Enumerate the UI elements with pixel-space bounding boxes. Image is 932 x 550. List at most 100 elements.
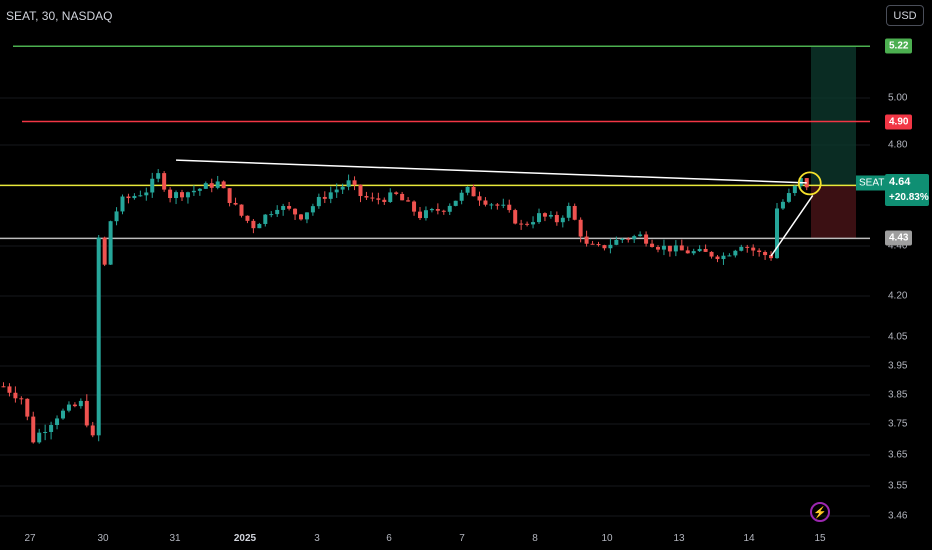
candle-body — [370, 197, 375, 199]
candle-body — [507, 204, 512, 211]
candle-body — [37, 432, 42, 443]
lightning-icon[interactable]: ⚡ — [810, 502, 830, 522]
candle-body — [132, 195, 137, 199]
candle-body — [72, 404, 77, 407]
candle-body — [263, 214, 268, 224]
time-tick-label: 13 — [673, 533, 685, 544]
candle-body — [156, 173, 161, 179]
candle-body — [632, 236, 637, 240]
candle-body — [55, 418, 60, 426]
candle-body — [251, 220, 256, 229]
candle-body — [7, 386, 12, 393]
candle-body — [358, 184, 363, 197]
candle-body — [215, 181, 220, 188]
price-tick-label: 3.55 — [888, 480, 908, 492]
price-level-tag: 4.43 — [885, 230, 913, 246]
candle-body — [197, 188, 202, 191]
candle-body — [209, 183, 214, 188]
time-tick-label: 27 — [24, 533, 36, 544]
candle-body — [459, 192, 464, 201]
time-tick-label: 2025 — [233, 533, 257, 544]
candle-body — [310, 206, 315, 213]
candle-body — [691, 251, 696, 254]
time-tick-label: 15 — [814, 533, 826, 544]
candle-body — [483, 200, 488, 205]
candle-body — [245, 215, 250, 221]
candle-body — [364, 196, 369, 198]
last-price-badge: 4.64 +20.83% — [885, 174, 929, 206]
candle-body — [471, 186, 476, 197]
candle-body — [453, 200, 458, 206]
candle-body — [656, 247, 660, 250]
candle-body — [769, 255, 774, 259]
candle-body — [221, 181, 226, 189]
price-tick-label: 3.95 — [888, 360, 908, 372]
price-tick-label: 5.00 — [888, 92, 908, 104]
price-chart[interactable] — [0, 0, 880, 525]
candle-body — [346, 180, 351, 187]
candle-body — [513, 210, 518, 224]
candle-body — [257, 223, 262, 229]
price-tick-label: 4.20 — [888, 290, 908, 302]
candle-body — [447, 205, 452, 212]
candle-body — [596, 244, 601, 246]
candle-body — [275, 209, 280, 215]
candle-body — [352, 180, 357, 185]
candle-body — [174, 192, 179, 199]
time-tick-label: 14 — [743, 533, 755, 544]
time-tick-label: 3 — [314, 533, 320, 544]
candle-body — [715, 256, 720, 260]
candle-body — [733, 250, 738, 256]
candle-body — [626, 238, 631, 240]
candle-body — [465, 186, 470, 193]
candle-body — [423, 210, 428, 219]
candle-body — [13, 392, 18, 399]
symbol-title: SEAT, 30, NASDAQ — [6, 9, 113, 23]
candle-body — [519, 223, 524, 225]
chart-area[interactable]: SEAT, 30, NASDAQ SEAT — [0, 0, 888, 525]
candle-body — [721, 255, 726, 260]
candle-body — [590, 243, 595, 245]
candle-body — [685, 250, 690, 254]
price-scale[interactable]: 5.00 4.80 4.40 4.20 4.05 3.95 3.85 3.75 3.65 3.55… — [870, 0, 932, 525]
candle-body — [43, 431, 48, 433]
candle-body — [120, 196, 125, 212]
candle-body — [495, 204, 500, 206]
candle-body — [90, 425, 95, 436]
price-tick-label: 4.80 — [888, 139, 908, 151]
price-tick-label: 4.40 — [888, 240, 908, 252]
time-axis[interactable]: 27 30 31 2025 3 6 7 8 10 13 14 15 — [0, 525, 870, 550]
candle-body — [441, 210, 446, 212]
candle-body — [525, 223, 530, 225]
candle-body — [108, 221, 113, 265]
candle-body — [661, 245, 666, 250]
candle-body — [203, 183, 208, 189]
candle-body — [709, 251, 714, 257]
currency-button[interactable]: USD — [886, 5, 924, 26]
candle-body — [66, 404, 71, 411]
candle-body — [548, 214, 553, 217]
candle-body — [138, 195, 143, 197]
candle-body — [180, 192, 184, 198]
candle-body — [287, 206, 292, 209]
candle-body — [697, 248, 702, 252]
candle-body — [293, 208, 298, 215]
candle-body — [554, 214, 559, 223]
candle-body — [388, 192, 393, 202]
stop-zone — [811, 185, 856, 239]
candle-body — [620, 238, 625, 240]
candle-body — [644, 234, 649, 244]
candle-body — [334, 189, 339, 193]
candle-body — [763, 251, 768, 256]
candle-body — [185, 192, 190, 198]
candle-body — [739, 246, 744, 251]
candle-body — [602, 245, 607, 249]
candle-body — [751, 247, 756, 251]
candle-body — [584, 236, 589, 244]
candle-body — [233, 202, 238, 205]
candle-body — [84, 400, 89, 426]
candle-body — [477, 196, 482, 201]
candle-body — [537, 213, 541, 223]
candle-body — [78, 400, 83, 407]
price-tick-label: 3.46 — [888, 510, 908, 522]
